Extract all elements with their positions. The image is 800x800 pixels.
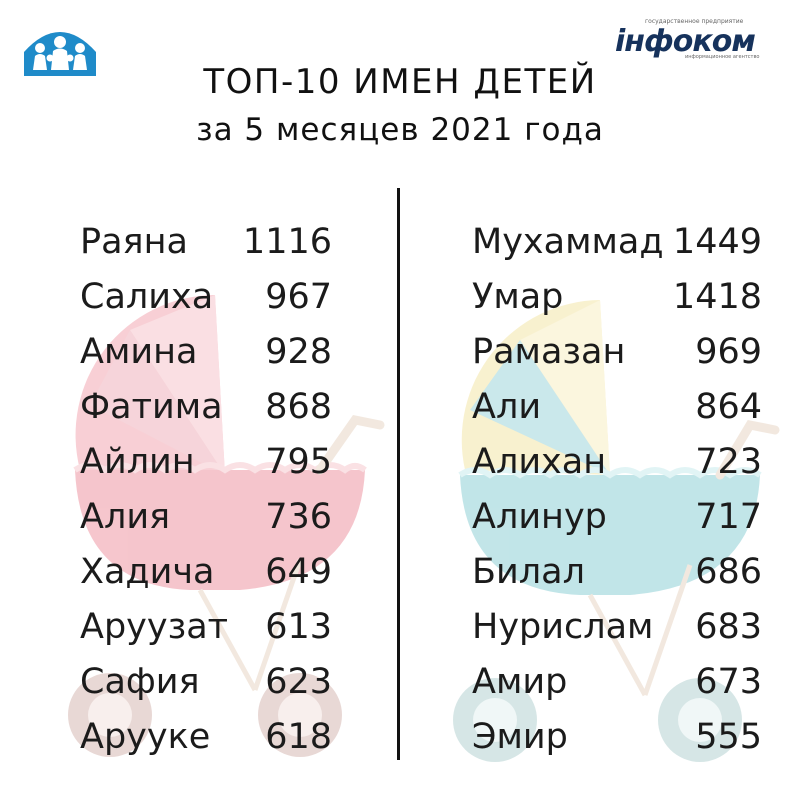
list-item: Эмир 555 (472, 710, 772, 765)
boy-count: 717 (695, 497, 762, 537)
boy-name: Нурислам (472, 607, 654, 647)
boy-name: Али (472, 387, 542, 427)
boys-names-list: Мухаммад 1449 Умар 1418 Рамазан 969 Али 864 … (472, 215, 772, 765)
girl-name: Амина (80, 332, 198, 372)
boy-count: 683 (695, 607, 762, 647)
girl-name: Алия (80, 497, 171, 537)
girl-count: 928 (265, 332, 332, 372)
page-subtitle: за 5 месяцев 2021 года (196, 112, 604, 148)
pink-stroller-icon (68, 295, 385, 757)
boy-name: Эмир (472, 717, 568, 757)
girl-name: Сафия (80, 662, 200, 702)
list-item: Амир 673 (472, 655, 772, 710)
girl-count: 868 (265, 387, 332, 427)
list-item: Айлин 795 (80, 435, 340, 490)
boy-count: 1418 (672, 277, 762, 317)
girl-name: Аруукe (80, 717, 211, 757)
list-item: Хадича 649 (80, 545, 340, 600)
list-item: Сафия 623 (80, 655, 340, 710)
boy-name: Рамазан (472, 332, 626, 372)
list-item: Алихан 723 (472, 435, 772, 490)
list-item: Раяна 1116 (80, 215, 340, 270)
list-item: Рамазан 969 (472, 325, 772, 380)
boy-count: 864 (695, 387, 762, 427)
boy-count: 723 (695, 442, 762, 482)
boy-count: 555 (695, 717, 762, 757)
list-item: Нурислам 683 (472, 600, 772, 655)
logo-bottom-text: информационное агентство (685, 54, 760, 60)
blue-stroller-icon (453, 300, 780, 762)
girl-count: 649 (265, 552, 332, 592)
boy-name: Билал (472, 552, 585, 592)
list-item: Алинур 717 (472, 490, 772, 545)
girl-name: Фатима (80, 387, 223, 427)
infocom-logo: государственное предприятие інфоком инфо… (615, 14, 787, 70)
list-item: Салиха 967 (80, 270, 340, 325)
list-item: Алия 736 (80, 490, 340, 545)
list-item: Умар 1418 (472, 270, 772, 325)
girl-name: Айлин (80, 442, 195, 482)
boy-count: 1449 (672, 222, 762, 262)
girl-name: Аруузат (80, 607, 229, 647)
column-divider (397, 188, 400, 760)
list-item: Билал 686 (472, 545, 772, 600)
boy-name: Мухаммад (472, 222, 664, 262)
girl-count: 736 (265, 497, 332, 537)
boy-name: Умар (472, 277, 564, 317)
boy-count: 686 (695, 552, 762, 592)
boy-count: 673 (695, 662, 762, 702)
page-title: ТОП-10 ИМЕН ДЕТЕЙ (203, 62, 597, 102)
list-item: Аруукe 618 (80, 710, 340, 765)
boy-name: Амир (472, 662, 568, 702)
boy-name: Алинур (472, 497, 607, 537)
girls-names-list: Раяна 1116 Салиха 967 Амина 928 Фатима 868 А… (80, 215, 340, 765)
girl-count: 623 (265, 662, 332, 702)
girl-count: 1116 (242, 222, 332, 262)
list-item: Фатима 868 (80, 380, 340, 435)
girl-count: 967 (265, 277, 332, 317)
girl-count: 618 (265, 717, 332, 757)
girl-count: 795 (265, 442, 332, 482)
family-house-icon (24, 32, 96, 76)
girl-name: Раяна (80, 222, 188, 262)
list-item: Аруузат 613 (80, 600, 340, 655)
list-item: Амина 928 (80, 325, 340, 380)
girl-count: 613 (265, 607, 332, 647)
logo-top-text: государственное предприятие (645, 18, 744, 25)
boy-count: 969 (695, 332, 762, 372)
logo-wordmark: інфоком (615, 24, 756, 59)
boy-name: Алихан (472, 442, 607, 482)
list-item: Мухаммад 1449 (472, 215, 772, 270)
girl-name: Салиха (80, 277, 214, 317)
girl-name: Хадича (80, 552, 215, 592)
list-item: Али 864 (472, 380, 772, 435)
